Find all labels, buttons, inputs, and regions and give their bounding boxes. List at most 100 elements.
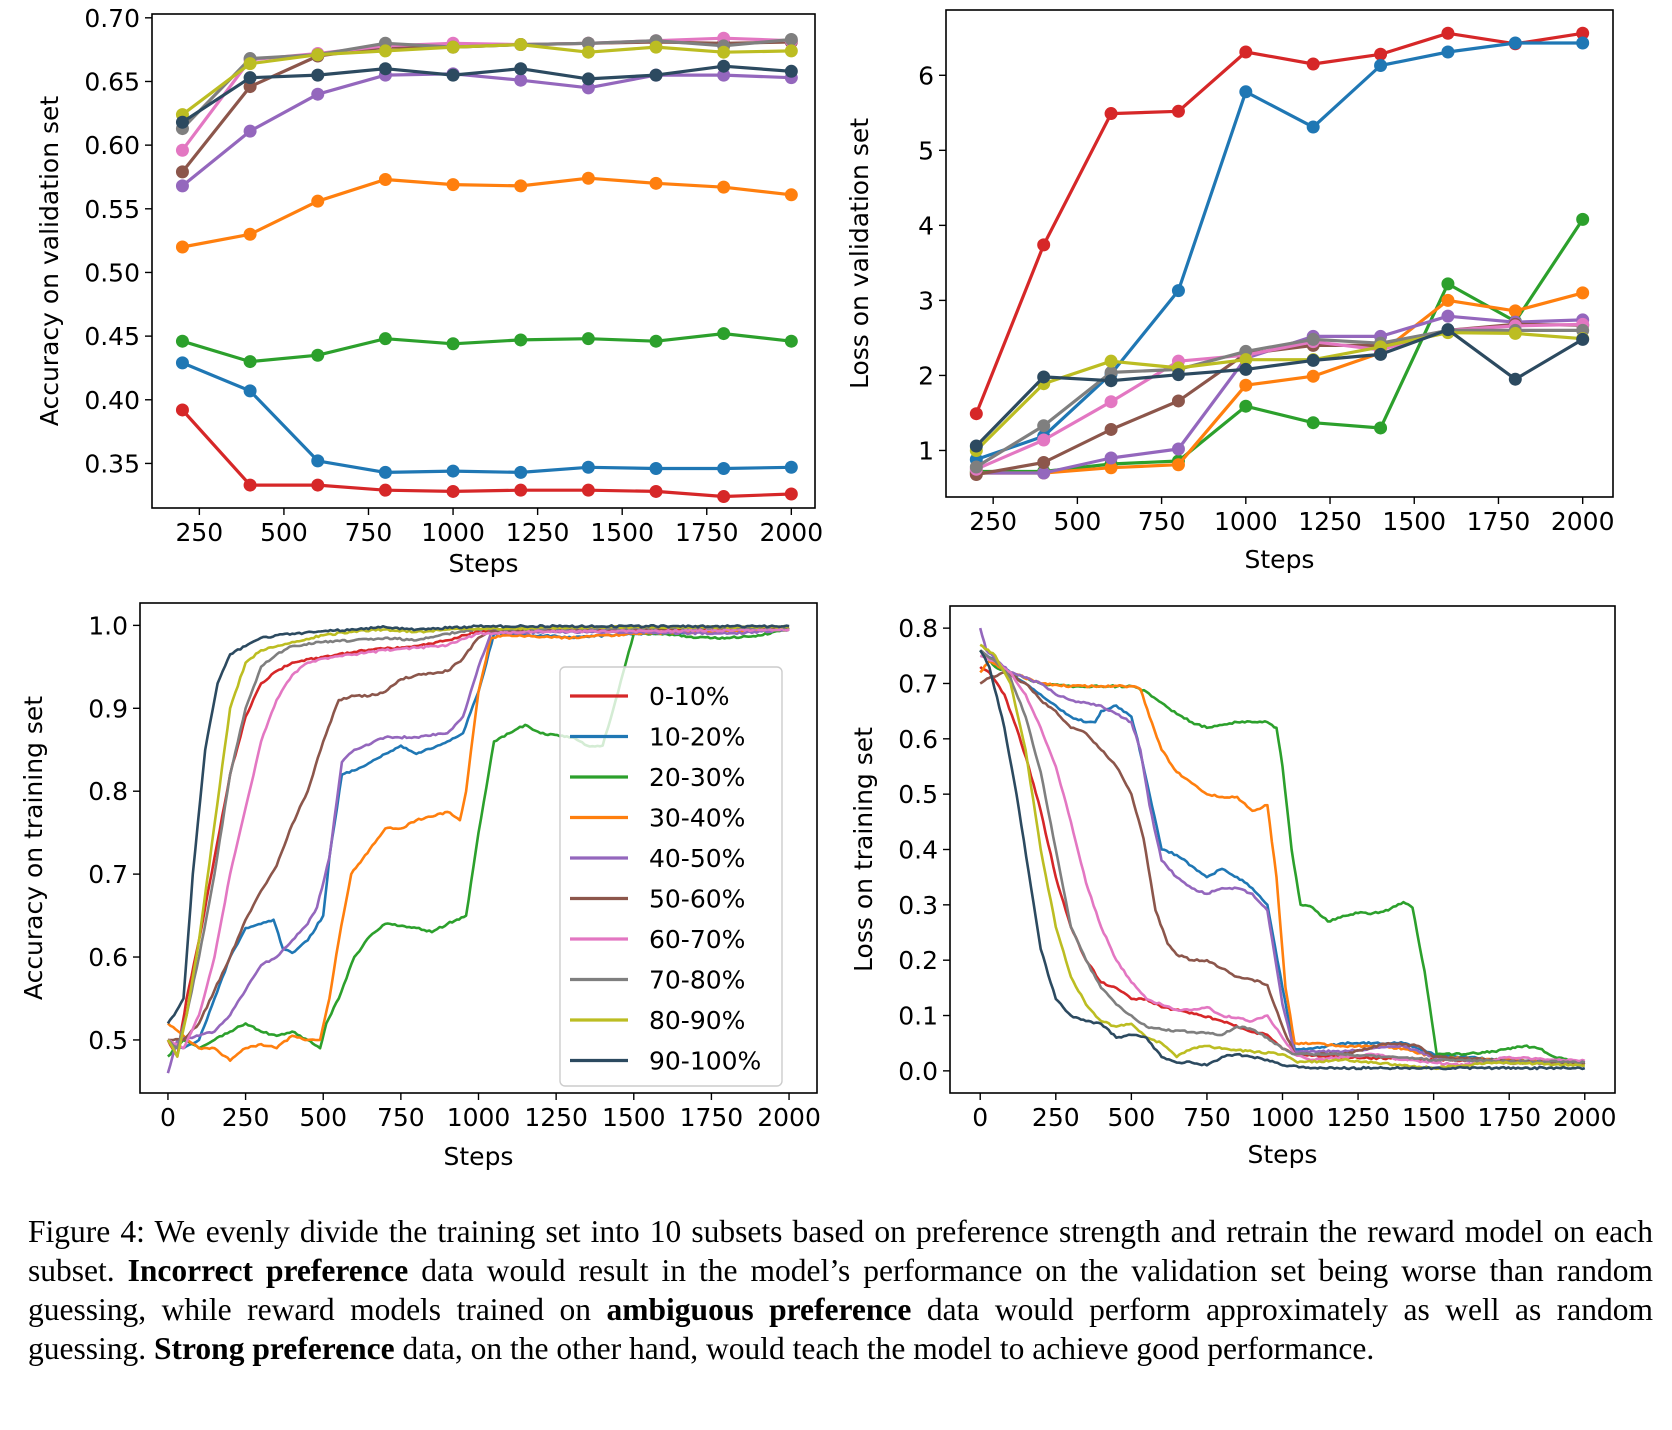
- y-tick-label: 1: [918, 436, 934, 465]
- y-tick-label: 0.45: [84, 322, 140, 351]
- data-point-30-40%: [378, 173, 392, 187]
- training-loss-chart: 0 250 500 750 1000 1250 1500 1750 2000 0.0 0.1 0.2 0…: [836, 590, 1672, 1190]
- x-tick-label: 2000: [757, 1103, 821, 1132]
- data-point-40-50%: [1441, 309, 1455, 323]
- data-point-70-80%: [969, 460, 983, 474]
- data-point-10-20%: [446, 464, 460, 478]
- y-tick-label: 0.40: [84, 386, 140, 415]
- data-point-20-30%: [581, 332, 595, 346]
- data-point-80-90%: [1239, 353, 1253, 367]
- data-point-0-10%: [311, 478, 325, 492]
- legend-label: 30-40%: [649, 804, 745, 833]
- x-tick-label: 750: [1138, 507, 1186, 536]
- series-line-40-50%: [166, 628, 790, 1074]
- plot-frame: [945, 9, 1614, 498]
- y-tick-label: 0.8: [88, 777, 128, 806]
- caption-text: Figure 4: We evenly divide the training …: [28, 1214, 1653, 1288]
- y-tick-label: 0.2: [898, 946, 938, 975]
- series-line-40-50%: [978, 627, 1586, 1067]
- data-point-90-100%: [311, 68, 325, 82]
- data-point-10-20%: [1508, 36, 1522, 50]
- data-point-90-100%: [1104, 374, 1118, 388]
- x-tick-label: 1500: [1402, 1103, 1466, 1132]
- data-point-0-10%: [784, 487, 798, 501]
- data-point-20-30%: [378, 332, 392, 346]
- data-point-0-10%: [717, 490, 731, 504]
- data-point-40-50%: [243, 124, 257, 138]
- data-point-90-100%: [1441, 323, 1455, 337]
- data-point-80-90%: [514, 38, 528, 52]
- data-point-40-50%: [311, 87, 325, 101]
- data-point-10-20%: [581, 460, 595, 474]
- data-point-10-20%: [1576, 36, 1590, 50]
- data-point-70-80%: [581, 36, 595, 50]
- data-point-0-10%: [1374, 47, 1388, 61]
- x-tick-label: 2000: [1551, 507, 1615, 536]
- y-tick-label: 5: [918, 136, 934, 165]
- data-point-90-100%: [717, 59, 731, 73]
- series-line-0-10%: [974, 31, 1583, 415]
- data-point-50-60%: [243, 80, 257, 94]
- data-point-30-40%: [1306, 369, 1320, 383]
- data-point-90-100%: [784, 64, 798, 78]
- data-point-0-10%: [378, 483, 392, 497]
- data-point-80-90%: [649, 40, 663, 54]
- series-line-10-20%: [181, 361, 792, 474]
- x-tick-label: 500: [299, 1103, 347, 1132]
- y-axis-label: Accuracy on validation set: [35, 96, 64, 427]
- data-point-0-10%: [1306, 57, 1320, 71]
- series-group: [175, 31, 798, 504]
- data-point-80-90%: [243, 57, 257, 71]
- data-point-70-80%: [1037, 419, 1051, 433]
- y-tick-label: 0.0: [898, 1057, 938, 1086]
- y-tick-label: 0.35: [84, 449, 140, 478]
- data-point-40-50%: [1171, 442, 1185, 456]
- caption-text: data would result in the model’s perform…: [28, 1253, 1654, 1327]
- data-point-90-100%: [649, 68, 663, 82]
- data-point-30-40%: [581, 171, 595, 185]
- data-point-60-70%: [1104, 395, 1118, 409]
- legend: 0-10% 10-20% 20-30% 30-40% 40-50% 50-60% 60-70…: [559, 666, 783, 1087]
- data-point-90-100%: [1576, 332, 1590, 346]
- validation-loss-chart: 250 500 750 1000 1250 1500 1750 2000 1 2 3 4 5 6 Steps…: [836, 0, 1672, 590]
- legend-label: 80-90%: [649, 1006, 745, 1035]
- y-tick-label: 0.50: [84, 258, 140, 287]
- x-tick-label: 750: [345, 518, 393, 547]
- x-axis-label: Steps: [449, 549, 519, 578]
- y-tick-label: 0.5: [88, 1026, 128, 1055]
- data-point-90-100%: [1374, 347, 1388, 361]
- x-tick-label: 1000: [1214, 507, 1278, 536]
- data-point-50-60%: [1171, 394, 1185, 408]
- data-point-30-40%: [784, 188, 798, 202]
- data-point-50-60%: [1104, 422, 1118, 436]
- data-point-20-30%: [717, 327, 731, 341]
- x-tick-label: 500: [1054, 507, 1102, 536]
- data-point-10-20%: [243, 384, 257, 398]
- data-point-10-20%: [514, 465, 528, 479]
- data-point-80-90%: [581, 45, 595, 59]
- data-point-40-50%: [1037, 466, 1051, 480]
- data-point-90-100%: [1306, 353, 1320, 367]
- x-tick-label: 1500: [1382, 507, 1446, 536]
- caption-emphasis: Incorrect preference: [127, 1253, 409, 1288]
- series-group: [166, 624, 790, 1074]
- x-tick-label: 250: [222, 1103, 270, 1132]
- x-tick-label: 2000: [1553, 1103, 1617, 1132]
- series-line-30-40%: [976, 291, 1584, 475]
- data-point-20-30%: [784, 334, 798, 348]
- data-point-40-50%: [175, 179, 189, 193]
- data-point-0-10%: [514, 483, 528, 497]
- legend-box: [559, 666, 783, 1087]
- data-point-10-20%: [717, 462, 731, 476]
- data-point-30-40%: [175, 240, 189, 254]
- y-tick-label: 0.1: [898, 1002, 938, 1031]
- data-point-0-10%: [1037, 238, 1051, 252]
- y-tick-label: 4: [918, 211, 934, 240]
- x-tick-label: 1000: [447, 1103, 511, 1132]
- series-line-90-100%: [975, 328, 1584, 448]
- data-point-30-40%: [1171, 458, 1185, 472]
- y-tick-label: 0.70: [84, 4, 140, 33]
- data-point-80-90%: [1508, 326, 1522, 340]
- data-point-20-30%: [175, 334, 189, 348]
- y-tick-label: 0.6: [898, 725, 938, 754]
